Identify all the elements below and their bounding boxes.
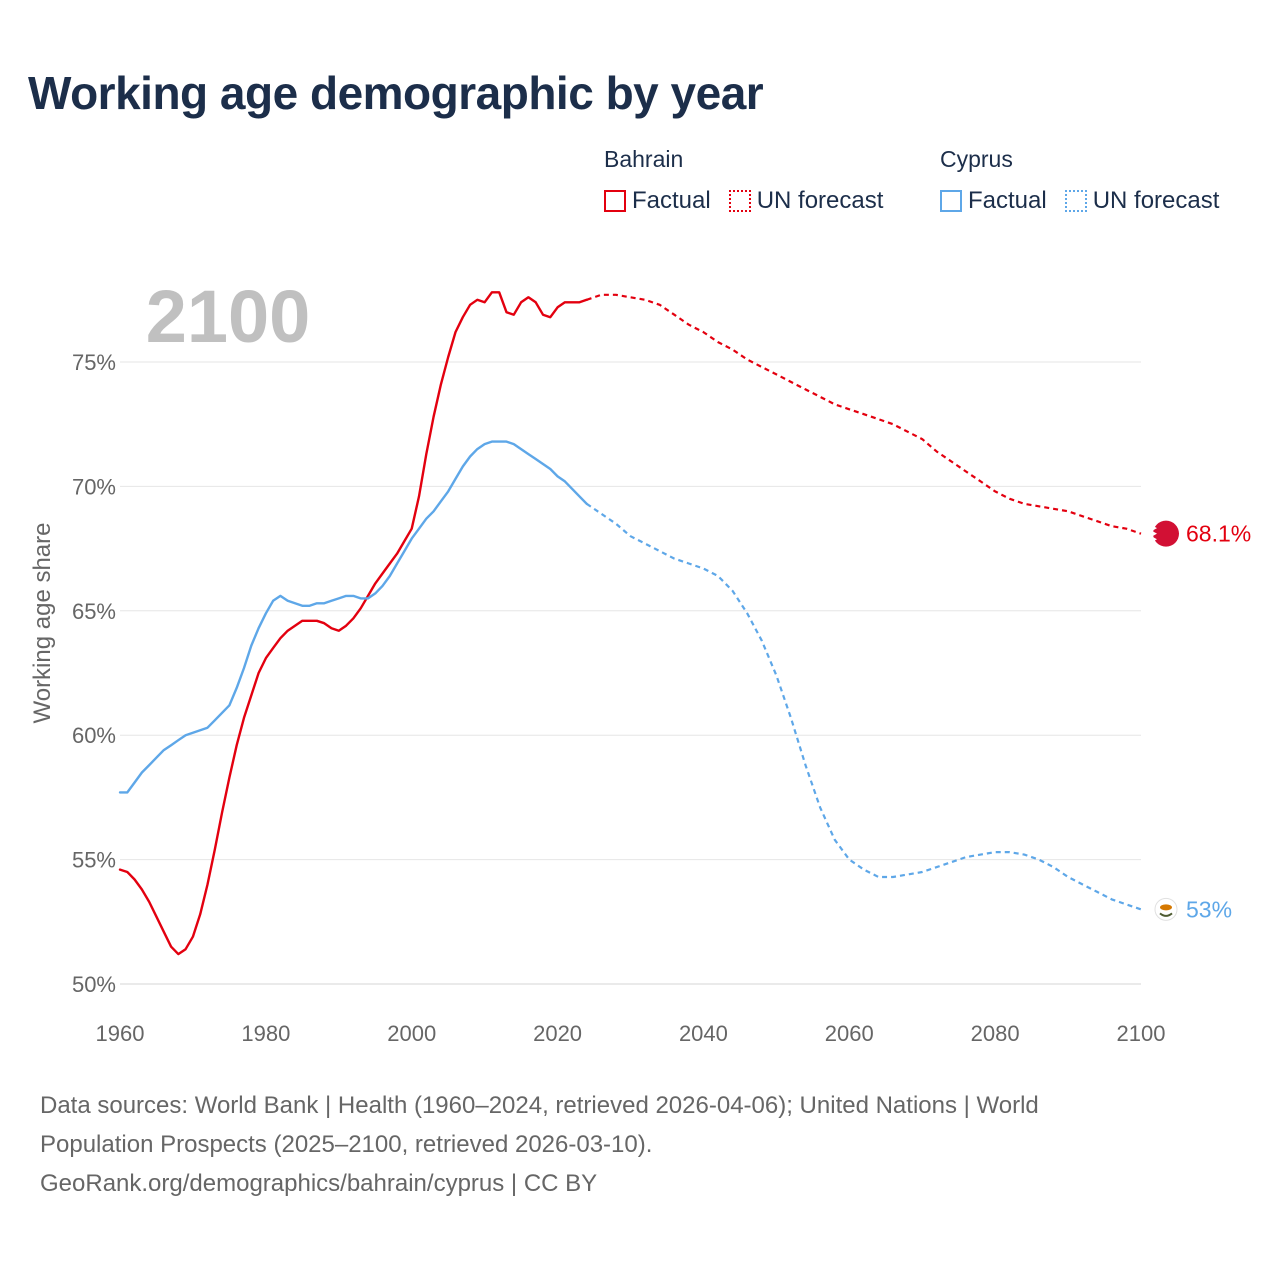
cyprus-flag-icon [1154,897,1178,921]
footer-line: GeoRank.org/demographics/bahrain/cyprus … [40,1170,598,1197]
end-markers: 68.1% 53% [1152,519,1251,922]
x-tick-label: 2060 [825,1021,874,1046]
flag-disc [1153,520,1179,547]
y-tick-label: 50% [72,972,116,997]
y-tick-label: 75% [72,350,116,375]
legend-item-cyprus-forecast[interactable]: UN forecast [1064,187,1220,215]
series [118,291,1142,956]
x-tick-label: 1980 [241,1021,290,1046]
legend-item-bahrain-factual[interactable]: Factual [604,187,711,215]
flag-serrated-band [1152,519,1157,548]
x-tick-label: 2000 [387,1021,436,1046]
cyprus-end-label: 53% [1186,896,1232,922]
year-watermark: 2100 [146,275,311,358]
y-tick-label: 55% [72,848,116,873]
x-tick-label: 2020 [533,1021,582,1046]
x-tick-label: 2100 [1117,1021,1166,1046]
legend-group-name: Cyprus [940,146,1013,172]
flag-island-shape [1160,904,1172,911]
grid [120,361,1141,985]
footer-line: Data sources: World Bank | Health (1960–… [40,1092,1039,1119]
legend-item-cyprus-factual[interactable]: Factual [940,187,1047,215]
x-tick-label: 2080 [971,1021,1020,1046]
cyprus-factual-line [118,440,588,794]
legend-label: UN forecast [1092,187,1220,214]
legend-swatch-solid [940,190,962,212]
y-axis-label: Working age share [29,523,56,724]
legend-label: UN forecast [756,187,884,214]
cyprus-forecast-line [586,502,1142,911]
chart-title: Working age demographic by year [28,67,764,119]
x-tick-label: 1960 [96,1021,145,1046]
footer: Data sources: World Bank | Health (1960–… [40,1086,1220,1203]
legend-group-cyprus: Cyprus Factual UN forecast [940,146,1237,215]
bahrain-forecast-line [586,293,1142,535]
axes: 50% 55% 60% 65% 70% 75% 1960 1980 2000 2020 2040 20… [72,350,1166,1046]
y-tick-label: 65% [72,599,116,624]
bahrain-factual-line [118,291,588,956]
legend-group-bahrain: Bahrain Factual UN forecast [604,146,901,215]
legend-swatch-dotted [1064,190,1087,212]
legend-item-bahrain-forecast[interactable]: UN forecast [728,187,884,215]
legend-group-name: Bahrain [604,146,684,172]
bahrain-flag-icon [1152,519,1179,548]
legend-label: Factual [968,187,1047,214]
legend-swatch-dotted [728,190,751,212]
legend-swatch-solid [604,190,626,212]
flag-olive-branches [1159,912,1173,917]
bahrain-end-label: 68.1% [1186,521,1251,547]
x-tick-label: 2040 [679,1021,728,1046]
y-tick-label: 60% [72,723,116,748]
footer-line: Population Prospects (2025–2100, retriev… [40,1131,653,1158]
y-tick-label: 70% [72,474,116,499]
legend-label: Factual [632,187,711,214]
